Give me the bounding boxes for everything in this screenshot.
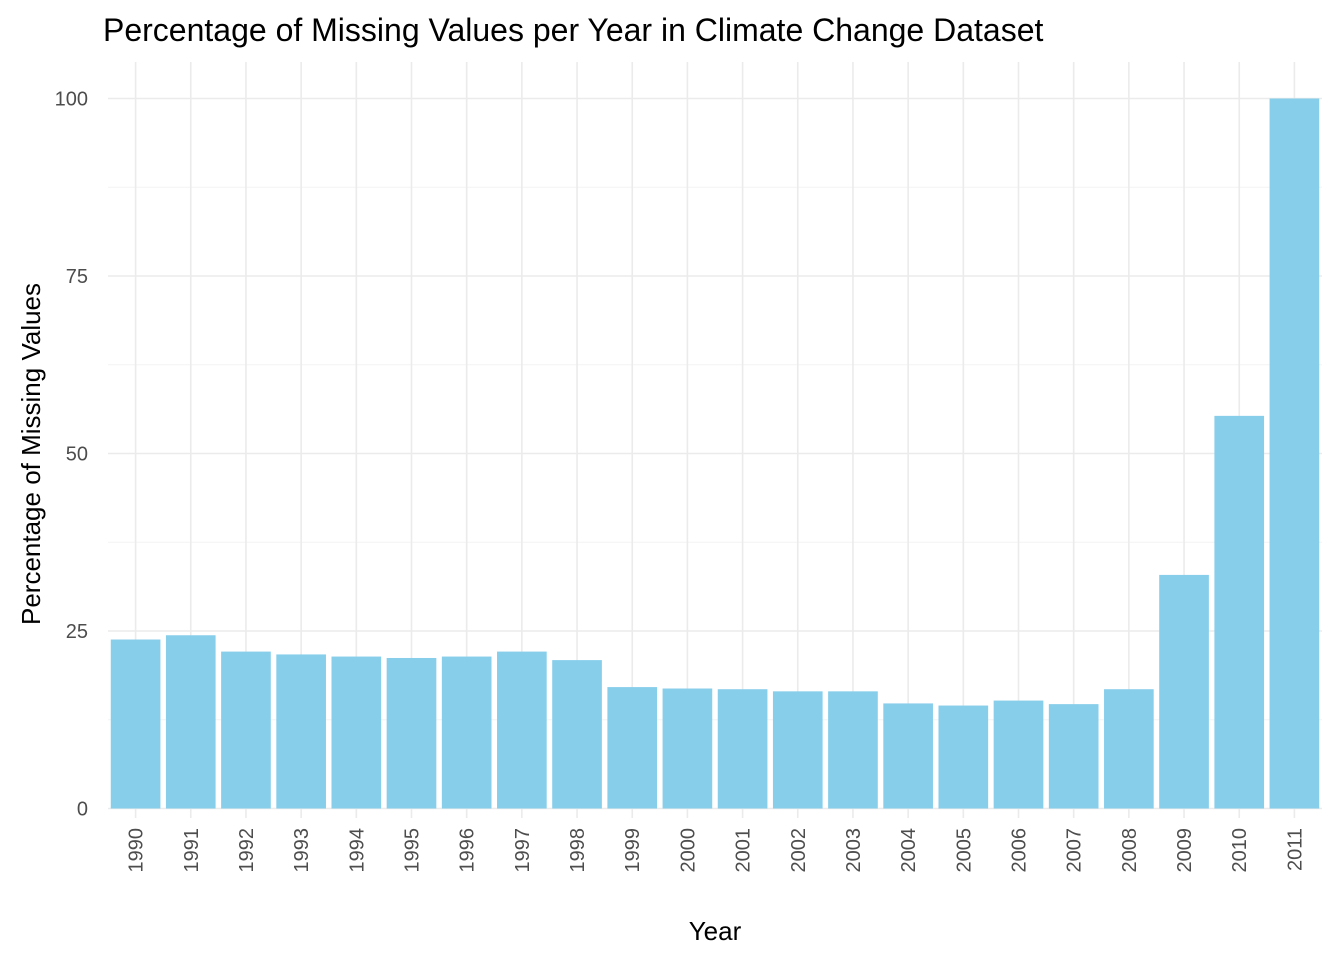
- x-tick-label: 1997: [512, 828, 534, 873]
- x-tick-label: 1998: [567, 828, 589, 873]
- bar-2000: [662, 688, 713, 809]
- bar-1996: [441, 656, 492, 809]
- x-tick-label: 1996: [457, 828, 479, 873]
- bar-2009: [1159, 574, 1209, 809]
- y-tick-label: 50: [66, 444, 88, 466]
- y-axis-ticks: 0 25 50 75 100: [55, 89, 88, 821]
- bar-1997: [497, 651, 547, 809]
- x-tick-label: 2010: [1229, 828, 1251, 873]
- bar-1995: [386, 657, 437, 809]
- bar-1991: [165, 635, 216, 809]
- bar-2002: [772, 691, 823, 809]
- bar-2003: [828, 691, 878, 809]
- x-tick-label: 2006: [1009, 828, 1031, 873]
- bar-2008: [1104, 689, 1154, 809]
- y-tick-label: 100: [55, 89, 88, 111]
- bar-1998: [552, 660, 602, 809]
- y-tick-label: 0: [77, 799, 88, 821]
- x-tick-label: 1994: [346, 828, 368, 873]
- x-tick-label: 2003: [843, 828, 865, 873]
- bar-2001: [717, 689, 768, 809]
- bars: [110, 98, 1320, 809]
- x-tick-label: 1991: [181, 828, 203, 873]
- x-tick-label: 1993: [291, 828, 313, 873]
- bar-2005: [938, 705, 989, 809]
- x-tick-label: 2004: [898, 828, 920, 873]
- x-tick-label: 2008: [1119, 828, 1141, 873]
- x-tick-label: 1995: [402, 828, 424, 873]
- bar-1994: [331, 656, 382, 809]
- bar-1992: [221, 651, 271, 809]
- bar-1990: [110, 639, 161, 809]
- bar-1993: [276, 654, 326, 809]
- x-tick-label: 2009: [1174, 828, 1196, 873]
- x-tick-label: 1990: [126, 828, 148, 873]
- x-axis-ticks: 1990 1991 1992 1993 1994 1995 1996 1997 1998 1999…: [126, 828, 1307, 873]
- bar-1999: [607, 687, 658, 809]
- x-tick-label: 2011: [1284, 828, 1306, 871]
- x-tick-label: 1992: [236, 828, 258, 873]
- x-tick-label: 2005: [953, 828, 975, 873]
- bar-2004: [883, 703, 933, 809]
- bar-2007: [1048, 704, 1099, 809]
- x-tick-label: 2000: [677, 828, 699, 873]
- y-axis-title: Percentage of Missing Values: [16, 283, 46, 625]
- x-tick-label: 2002: [788, 828, 810, 873]
- x-axis-title: Year: [689, 916, 742, 946]
- chart-title: Percentage of Missing Values per Year in…: [103, 12, 1044, 48]
- y-tick-label: 25: [66, 621, 88, 643]
- bar-2006: [993, 700, 1044, 809]
- x-tick-label: 1999: [622, 828, 644, 873]
- y-tick-label: 75: [66, 266, 88, 288]
- bar-2010: [1214, 415, 1265, 809]
- bar-2011: [1269, 98, 1320, 809]
- x-tick-label: 2007: [1064, 828, 1086, 873]
- x-tick-label: 2001: [733, 828, 755, 873]
